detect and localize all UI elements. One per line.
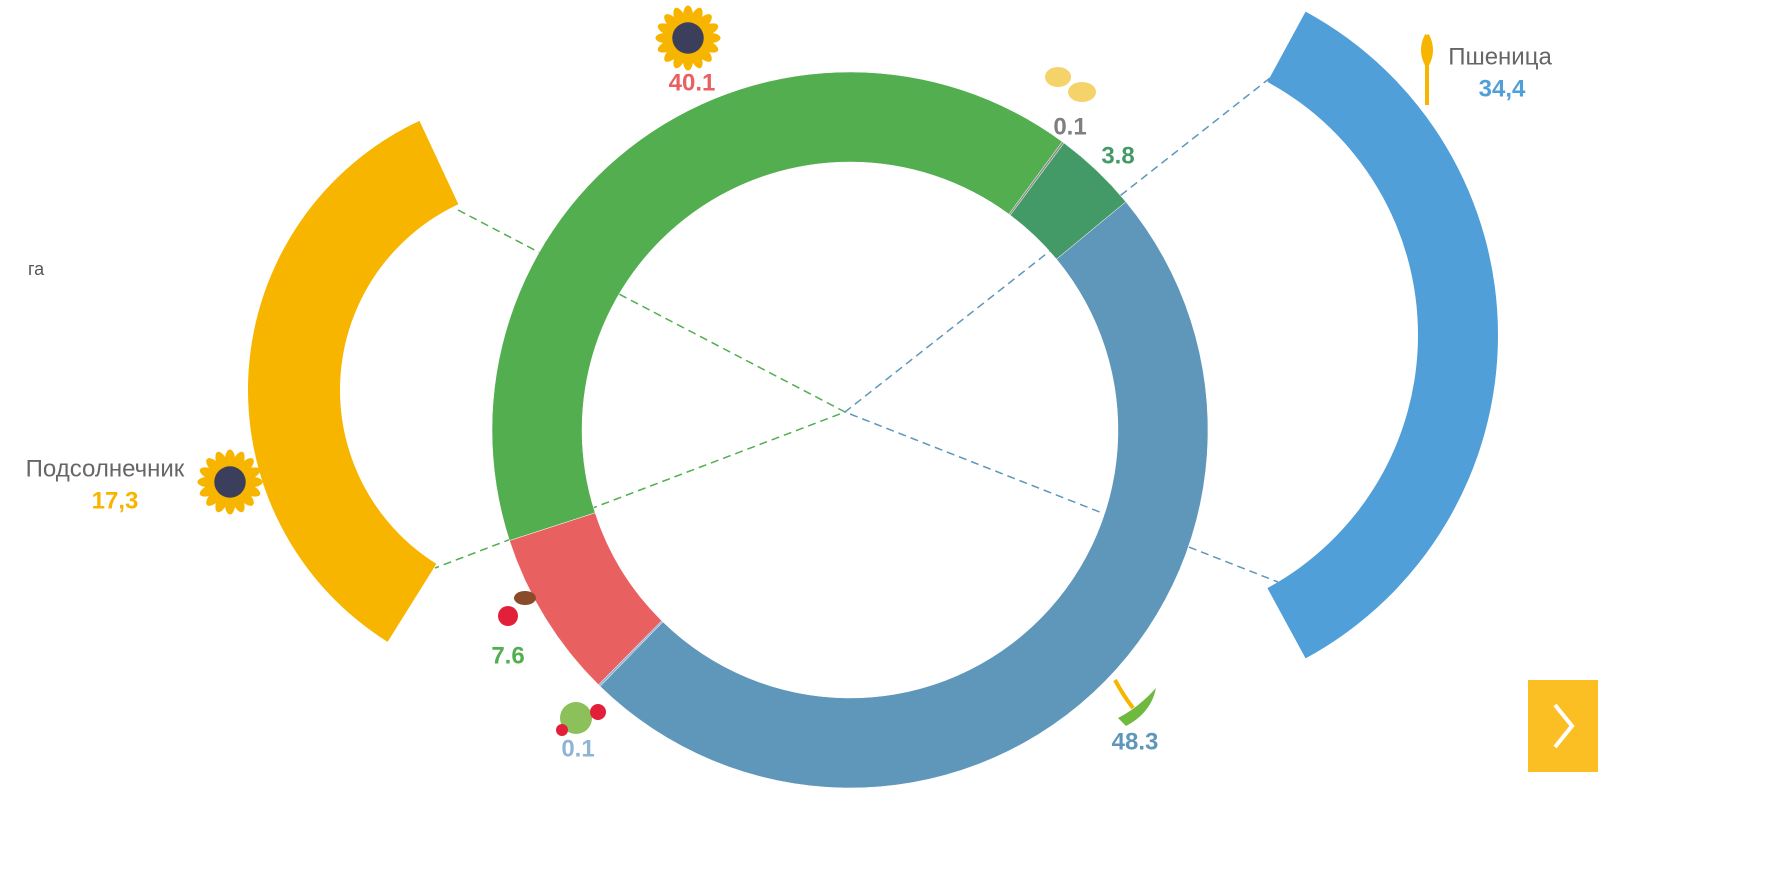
donut-value-label: 3.8	[1101, 142, 1134, 169]
donut-slice	[599, 201, 1209, 789]
seed-center	[672, 22, 704, 54]
donut-value-label: 40.1	[669, 69, 716, 96]
next-button[interactable]	[1528, 680, 1598, 772]
mushroom-icon	[514, 591, 536, 605]
radish-icon	[590, 704, 606, 720]
donut-value-label: 48.3	[1112, 728, 1159, 755]
donut-value-label: 0.1	[1053, 113, 1086, 140]
side-name: Подсолнечник	[26, 455, 185, 482]
unit-label: га	[28, 259, 45, 279]
seed-center	[214, 466, 246, 498]
donut-slice	[491, 71, 1063, 541]
side-value: 17,3	[92, 487, 139, 514]
button-bg[interactable]	[1528, 680, 1598, 772]
side-name: Пшеница	[1448, 43, 1552, 70]
side-value: 34,4	[1479, 75, 1526, 102]
donut-slice	[509, 512, 663, 686]
wheat-icon	[1113, 679, 1135, 710]
donut-value-label: 7.6	[491, 642, 524, 669]
side-arc	[1267, 11, 1499, 659]
chevron	[1553, 703, 1575, 749]
side-arc	[248, 120, 459, 642]
radish-icon	[556, 724, 568, 736]
wheat-icon	[1421, 34, 1433, 105]
pea-icon	[1118, 688, 1156, 726]
cabbage-icon	[560, 702, 592, 734]
sunflower-icon	[655, 5, 721, 71]
radish-icon	[498, 606, 518, 626]
donut-value-label: 0.1	[561, 735, 594, 762]
potato-icon	[1068, 82, 1096, 102]
potato-icon	[1045, 67, 1071, 87]
sunflower-icon	[197, 449, 263, 515]
